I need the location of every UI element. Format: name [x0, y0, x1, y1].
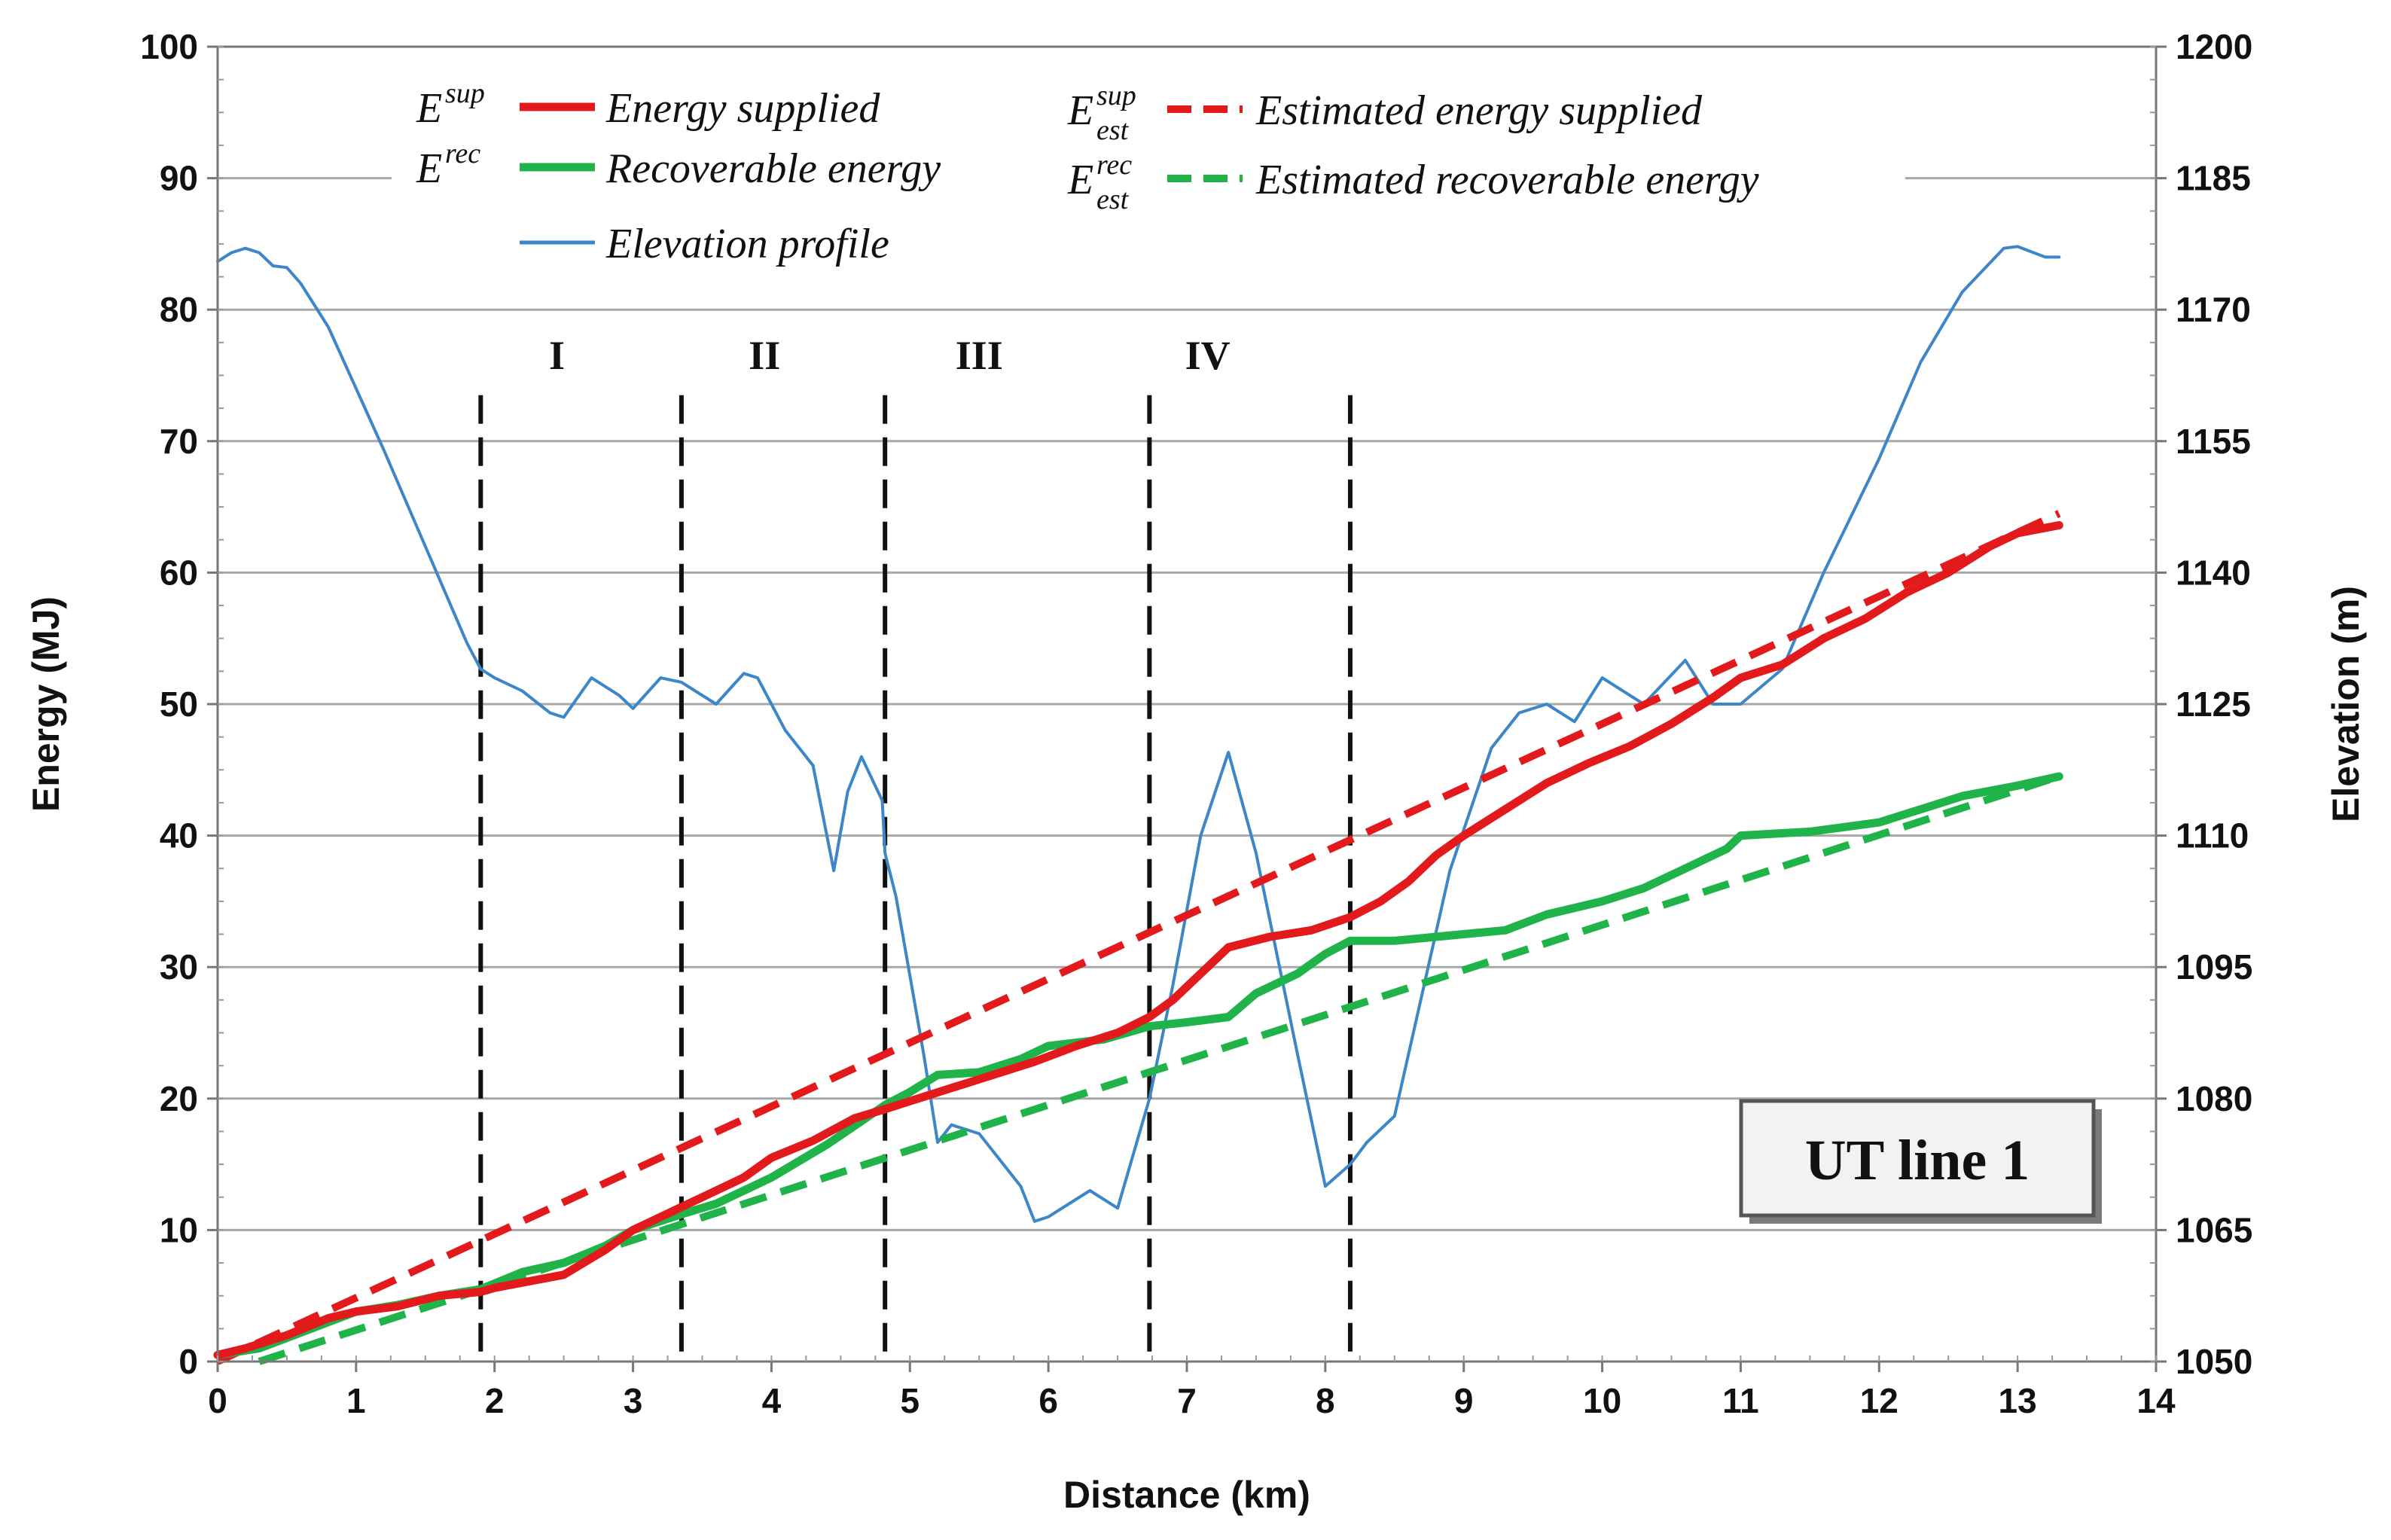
- y-tick-label-right: 1140: [2176, 553, 2251, 592]
- series-badge: UT line 1: [1739, 1099, 2102, 1224]
- y-tick-label-right: 1185: [2176, 159, 2251, 198]
- legend-background: [392, 69, 1905, 288]
- y-tick-label-left: 30: [160, 947, 198, 987]
- x-tick-label: 10: [1583, 1381, 1621, 1420]
- x-tick-label: 1: [346, 1381, 366, 1420]
- y-tick-label-right: 1050: [2176, 1342, 2252, 1381]
- y-tick-label-left: 70: [160, 422, 198, 461]
- x-tick-label: 3: [624, 1381, 643, 1420]
- x-tick-label: 12: [1860, 1381, 1898, 1420]
- legend-symbol-sub: est: [1096, 184, 1130, 215]
- y-tick-label-right: 1080: [2176, 1079, 2252, 1118]
- y-tick-label-right: 1155: [2176, 422, 2251, 461]
- y-tick-label-left: 20: [160, 1079, 198, 1118]
- badge-box: [1739, 1099, 2096, 1218]
- x-tick-label: 11: [1722, 1381, 1759, 1420]
- y-tick-label-left: 50: [160, 685, 198, 724]
- legend-symbol-sup: rec: [1096, 149, 1132, 181]
- y-axis-title-left: Energy (MJ): [25, 596, 67, 812]
- x-tick-label: 0: [208, 1381, 227, 1420]
- x-tick-label: 14: [2136, 1381, 2176, 1420]
- legend-symbol: E: [416, 145, 442, 192]
- legend-label: Elevation profile: [605, 221, 889, 267]
- y-tick-label-left: 90: [160, 159, 198, 198]
- y-tick-label-left: 10: [160, 1210, 198, 1249]
- series-estimated-energy-supplied-line: [215, 510, 2061, 1365]
- section-dividers: [478, 395, 1353, 1362]
- legend-symbol-sup: sup: [445, 78, 485, 109]
- y-tick-label-right: 1170: [2176, 290, 2251, 329]
- x-axis-title: Distance (km): [1063, 1474, 1310, 1516]
- legend-symbol-sup: sup: [1096, 80, 1136, 111]
- x-tick-label: 13: [1999, 1381, 2037, 1420]
- x-tick-label: 2: [485, 1381, 505, 1420]
- y-tick-label-left: 0: [178, 1342, 198, 1381]
- y-tick-label-left: 100: [140, 27, 198, 66]
- legend-label: Estimated recoverable energy: [1255, 157, 1759, 203]
- y-axis-title-right: Elevation (m): [2325, 586, 2367, 822]
- legend-label: Estimated energy supplied: [1255, 87, 1703, 134]
- section-labels: I II III IV: [549, 333, 1231, 378]
- x-tick-label: 9: [1454, 1381, 1474, 1420]
- y-tick-label-left: 60: [160, 553, 198, 592]
- legend-symbol: E: [416, 85, 442, 132]
- section-label: I: [549, 333, 565, 378]
- y-tick-label-left: 40: [160, 816, 198, 855]
- x-tick-label: 6: [1038, 1381, 1058, 1420]
- series-energy-supplied-line: [213, 521, 2063, 1359]
- section-label: IV: [1185, 333, 1231, 378]
- legend-symbol: E: [1067, 157, 1093, 203]
- legend-label: Energy supplied: [605, 85, 880, 132]
- y-tick-label-left: 80: [160, 290, 198, 329]
- y-tick-label-right: 1110: [2176, 816, 2249, 855]
- legend: Energy supplied E sup Recoverable energy E re…: [392, 69, 1905, 288]
- y-tick-label-right: 1065: [2176, 1210, 2252, 1249]
- legend-symbol: E: [1067, 87, 1093, 134]
- x-tick-label: 7: [1177, 1381, 1197, 1420]
- section-label: III: [956, 333, 1003, 378]
- section-label: II: [749, 333, 780, 378]
- badge-label: UT line 1: [1805, 1129, 2030, 1192]
- legend-symbol-sup: rec: [445, 138, 480, 169]
- x-tick-label: 5: [900, 1381, 919, 1420]
- x-tick-label: 8: [1316, 1381, 1335, 1420]
- y-tick-label-right: 1125: [2176, 685, 2251, 724]
- legend-label: Recoverable energy: [605, 145, 941, 192]
- axis-ticks: [207, 45, 2167, 1372]
- x-tick-label: 4: [762, 1381, 782, 1420]
- legend-symbol-sub: est: [1096, 114, 1130, 146]
- data-series: [213, 245, 2063, 1365]
- y-tick-label-right: 1200: [2176, 27, 2252, 66]
- y-tick-label-right: 1095: [2176, 947, 2252, 987]
